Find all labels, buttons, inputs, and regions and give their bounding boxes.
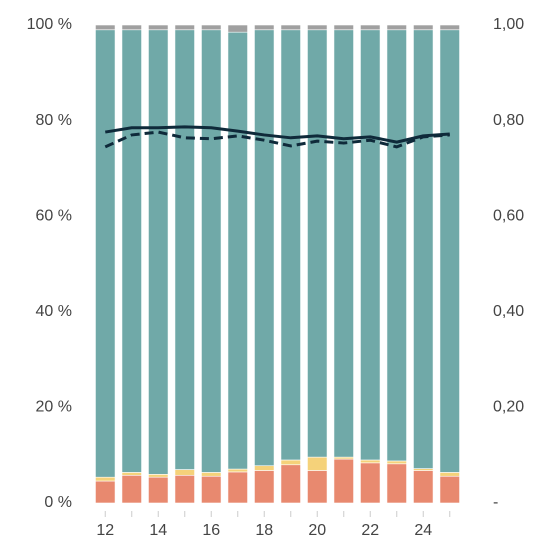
bar-segment xyxy=(280,24,301,31)
bar-segment xyxy=(333,29,354,458)
bar-segment xyxy=(201,24,222,31)
y2-tick-label: - xyxy=(493,494,498,511)
bar-segment xyxy=(439,24,460,31)
bar-segment xyxy=(307,24,328,31)
bar-segment xyxy=(201,472,222,477)
bar-segment xyxy=(439,472,460,477)
line xyxy=(105,125,450,144)
x-tick-label: 14 xyxy=(149,522,167,539)
bar-segment xyxy=(280,459,301,466)
bar-segment xyxy=(333,24,354,31)
bar-segment xyxy=(360,459,381,464)
bar-segment xyxy=(174,469,195,476)
x-tick-label: 16 xyxy=(202,522,220,539)
bar-segment xyxy=(148,24,169,31)
bar-segment xyxy=(201,475,222,504)
y2-tick-label: 1,00 xyxy=(493,16,524,33)
bar-segment xyxy=(280,29,301,461)
y-tick-label: 0 % xyxy=(44,494,72,511)
bar-segment xyxy=(148,474,169,478)
y-tick-label: 20 % xyxy=(36,399,72,416)
y-tick-label: 100 % xyxy=(27,16,72,33)
bar-segment xyxy=(95,480,116,504)
bar-segment xyxy=(227,468,248,473)
bar-segment xyxy=(413,24,434,31)
bar-segment xyxy=(95,29,116,478)
bar-segment xyxy=(227,31,248,470)
bar-segment xyxy=(360,462,381,504)
bar-segment xyxy=(227,24,248,33)
bar-segment xyxy=(121,24,142,31)
bar-segment xyxy=(174,24,195,31)
x-tick-label: 18 xyxy=(255,522,273,539)
bar-segment xyxy=(386,460,407,465)
bar-segment xyxy=(360,29,381,461)
y2-tick-label: 0,40 xyxy=(493,303,524,320)
bar-segment xyxy=(254,470,275,504)
x-tick-label: 22 xyxy=(361,522,379,539)
bar-segment xyxy=(307,29,328,458)
bar-segment xyxy=(174,474,195,504)
y-tick-label: 80 % xyxy=(36,112,72,129)
y-tick-label: 60 % xyxy=(36,207,72,224)
bar-segment xyxy=(439,475,460,504)
bar-segment xyxy=(254,24,275,31)
bar-segment xyxy=(386,24,407,31)
bar-segment xyxy=(307,470,328,504)
x-tick-label: 12 xyxy=(96,522,114,539)
bar-segment xyxy=(413,470,434,504)
bar-segment xyxy=(121,472,142,476)
bar-segment xyxy=(280,464,301,504)
bar-segment xyxy=(254,29,275,467)
bar-segment xyxy=(227,471,248,504)
bar-segment xyxy=(95,24,116,31)
x-tick-label: 20 xyxy=(308,522,326,539)
bar-segment xyxy=(386,29,407,462)
bar-segment xyxy=(174,29,195,470)
bar-segment xyxy=(254,465,275,471)
bar-segment xyxy=(121,29,142,473)
bar-segment xyxy=(201,29,222,473)
bar-segment xyxy=(413,29,434,469)
y-tick-label: 40 % xyxy=(36,303,72,320)
bar-segment xyxy=(360,24,381,31)
bar-segment xyxy=(148,476,169,504)
bar-segment xyxy=(121,474,142,504)
y2-tick-label: 0,80 xyxy=(493,112,524,129)
bar-segment xyxy=(148,29,169,475)
bar-segment xyxy=(439,29,460,473)
bar-segment xyxy=(95,476,116,482)
bar-segment xyxy=(333,458,354,504)
y2-tick-label: 0,60 xyxy=(493,207,524,224)
line xyxy=(104,130,450,149)
y2-tick-label: 0,20 xyxy=(493,399,524,416)
x-tick-label: 24 xyxy=(414,522,432,539)
bar-segment xyxy=(307,456,328,471)
bar-segment xyxy=(386,463,407,504)
